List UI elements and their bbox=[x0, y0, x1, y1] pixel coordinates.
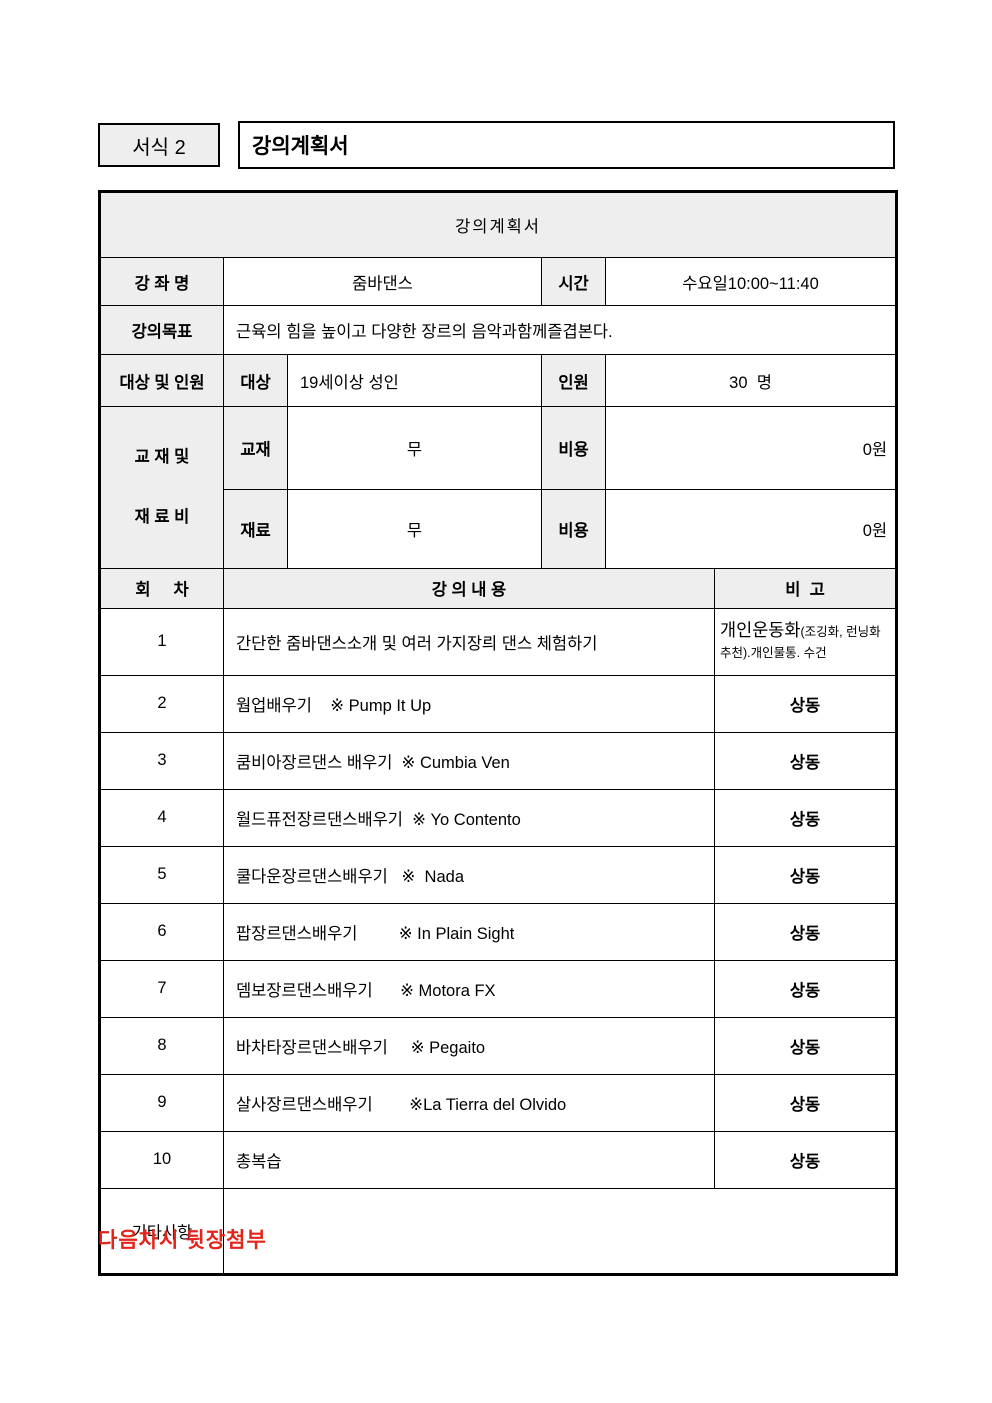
session-number: 2 bbox=[99, 674, 224, 733]
textbook-row: 교 재 및 재 료 비 교재 무 비용 0원 bbox=[99, 405, 898, 569]
session-row-5: 5 쿨다운장르댄스배우기 ※ Nada 상동 bbox=[99, 845, 898, 904]
goal-value: 근육의 힘을 높이고 다양한 장르의 음악과함께즐겹본다. bbox=[222, 305, 898, 355]
etc-value bbox=[222, 1187, 898, 1275]
material-cost-label: 비용 bbox=[541, 489, 606, 569]
session-content: 쿨다운장르댄스배우기 ※ Nada bbox=[223, 845, 715, 904]
session-number: 7 bbox=[99, 959, 224, 1018]
time-value: 수요일10:00~11:40 bbox=[604, 257, 898, 306]
form-title-label: 강의계획서 bbox=[252, 135, 349, 158]
course-name-label: 강 좌 명 bbox=[99, 257, 224, 306]
material-value: 무 bbox=[287, 489, 542, 569]
session-content: 바차타장르댄스배우기 ※ Pegaito bbox=[223, 1016, 715, 1075]
session-row-6: 6 팝장르댄스배우기 ※ In Plain Sight 상동 bbox=[99, 902, 898, 961]
session-column-header: 회 차 bbox=[99, 567, 224, 609]
textbook-cost-value: 0원 bbox=[604, 405, 898, 491]
session-note: 상동 bbox=[713, 1130, 898, 1189]
materials-group-label-line1: 교 재 및 bbox=[134, 448, 190, 466]
form-number-label: 서식 2 bbox=[132, 136, 186, 159]
session-note: 상동 bbox=[713, 674, 898, 733]
session-note-detail: (조깅화, 런닝화 추천).개인물통. 수건 bbox=[720, 625, 892, 661]
course-name-row: 강 좌 명 줌바댄스 시간 수요일10:00~11:40 bbox=[99, 257, 898, 306]
session-number: 8 bbox=[99, 1016, 224, 1075]
session-row-10: 10 총복습 상동 bbox=[99, 1130, 898, 1189]
session-note: 개인운동화(조깅화, 런닝화 추천).개인물통. 수건 bbox=[713, 607, 898, 676]
time-label: 시간 bbox=[541, 257, 606, 306]
footer-note: 다음차시 뒷장첨부 bbox=[98, 1228, 267, 1252]
people-value: 30 명 bbox=[604, 354, 898, 407]
session-content: 웜업배우기 ※ Pump It Up bbox=[223, 674, 715, 733]
textbook-value: 무 bbox=[287, 405, 542, 491]
session-content: 뎀보장르댄스배우기 ※ Motora FX bbox=[223, 959, 715, 1018]
session-number: 1 bbox=[99, 607, 224, 676]
target-group-label: 대상 및 인원 bbox=[99, 354, 224, 407]
content-column-header: 강 의 내 용 bbox=[223, 567, 715, 609]
note-column-header: 비 고 bbox=[713, 567, 898, 609]
session-row-1: 1 간단한 줌바댄스소개 및 여러 가지장릐 댄스 체험하기 개인운동화(조깅화… bbox=[99, 607, 898, 676]
table-title: 강의계획서 bbox=[98, 191, 898, 258]
form-title-box: 강의계획서 bbox=[238, 121, 895, 169]
session-row-2: 2 웜업배우기 ※ Pump It Up 상동 bbox=[99, 674, 898, 733]
session-content: 쿰비아장르댄스 배우기 ※ Cumbia Ven bbox=[223, 731, 715, 790]
session-number: 10 bbox=[99, 1130, 224, 1189]
textbook-label: 교재 bbox=[223, 405, 288, 491]
material-label: 재료 bbox=[223, 489, 288, 569]
goal-row: 강의목표 근육의 힘을 높이고 다양한 장르의 음악과함께즐겹본다. bbox=[99, 305, 898, 355]
session-row-4: 4 월드퓨전장르댄스배우기 ※ Yo Contento 상동 bbox=[99, 788, 898, 847]
session-note: 상동 bbox=[713, 731, 898, 790]
session-note: 상동 bbox=[713, 788, 898, 847]
session-content: 월드퓨전장르댄스배우기 ※ Yo Contento bbox=[223, 788, 715, 847]
session-note: 상동 bbox=[713, 959, 898, 1018]
session-number: 5 bbox=[99, 845, 224, 904]
target-row: 대상 및 인원 대상 19세이상 성인 인원 30 명 bbox=[99, 354, 898, 407]
session-note: 상동 bbox=[713, 1016, 898, 1075]
session-note: 상동 bbox=[713, 845, 898, 904]
session-content: 살사장르댄스배우기 ※La Tierra del Olvido bbox=[223, 1073, 715, 1132]
session-row-3: 3 쿰비아장르댄스 배우기 ※ Cumbia Ven 상동 bbox=[99, 731, 898, 790]
session-content: 간단한 줌바댄스소개 및 여러 가지장릐 댄스 체험하기 bbox=[223, 607, 715, 676]
material-row: 재료 무 비용 0원 bbox=[100, 489, 898, 569]
materials-group-label: 교 재 및 재 료 비 bbox=[99, 406, 224, 569]
table-title-row: 강의계획서 bbox=[98, 191, 898, 258]
session-content: 총복습 bbox=[223, 1130, 715, 1189]
target-value: 19세이상 성인 bbox=[287, 354, 542, 407]
session-note: 상동 bbox=[713, 902, 898, 961]
materials-group-label-line2: 재 료 비 bbox=[134, 508, 190, 527]
session-note: 상동 bbox=[713, 1073, 898, 1132]
session-note-main: 개인운동화 bbox=[720, 620, 801, 641]
textbook-cost-label: 비용 bbox=[541, 405, 606, 491]
session-row-7: 7 뎀보장르댄스배우기 ※ Motora FX 상동 bbox=[99, 959, 898, 1018]
sessions-header-row: 회 차 강 의 내 용 비 고 bbox=[99, 567, 898, 609]
etc-label: 기타사항 bbox=[99, 1187, 224, 1275]
course-name-value: 줌바댄스 bbox=[223, 257, 542, 306]
session-number: 9 bbox=[99, 1073, 224, 1132]
people-label: 인원 bbox=[541, 354, 606, 407]
goal-label: 강의목표 bbox=[99, 305, 224, 355]
target-label: 대상 bbox=[223, 354, 288, 407]
lecture-plan-table: 강의계획서 강 좌 명 줌바댄스 시간 수요일10:00~11:40 강의목표 … bbox=[98, 190, 899, 1276]
session-row-8: 8 바차타장르댄스배우기 ※ Pegaito 상동 bbox=[99, 1016, 898, 1075]
session-row-9: 9 살사장르댄스배우기 ※La Tierra del Olvido 상동 bbox=[99, 1073, 898, 1132]
session-number: 3 bbox=[99, 731, 224, 790]
etc-row: 기타사항 bbox=[99, 1187, 898, 1275]
session-number: 6 bbox=[99, 902, 224, 961]
form-number-box: 서식 2 bbox=[98, 123, 220, 167]
session-content: 팝장르댄스배우기 ※ In Plain Sight bbox=[223, 902, 715, 961]
material-cost-value: 0원 bbox=[604, 489, 898, 569]
session-number: 4 bbox=[99, 788, 224, 847]
